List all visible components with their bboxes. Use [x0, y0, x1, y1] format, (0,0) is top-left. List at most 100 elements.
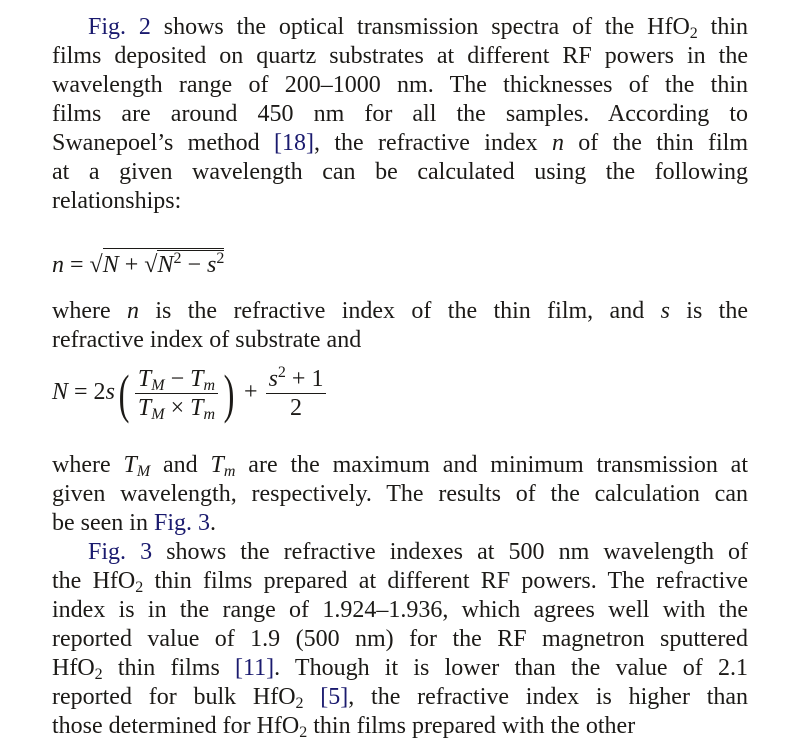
eq-var-s: s [268, 366, 278, 392]
eq-var-N: N [52, 379, 69, 406]
eq-exponent: 2 [277, 364, 286, 381]
sqrt-outer: N + √N2 − s2 [102, 248, 225, 279]
text-line: at a given wavelength can be calculated … [52, 158, 748, 187]
eq-plus-one: + 1 [285, 366, 324, 392]
text-line: refractive index of substrate and [52, 326, 748, 355]
numerator: s2 + 1 [265, 364, 327, 394]
text-segment: T [210, 452, 224, 478]
text-line: be seen in Fig. 3. [52, 509, 748, 538]
denominator: 2 [290, 395, 303, 421]
text-segment: . Though it is lower than the value of 2… [274, 655, 748, 681]
text-segment: n [551, 130, 564, 156]
text-segment: shows the refractive indexes at 500 nm w… [152, 539, 749, 565]
subscript: M [136, 463, 151, 480]
text-line: wavelength range of 200–1000 nm. The thi… [52, 71, 748, 100]
text-line: where TM and Tm are the maximum and mini… [52, 451, 748, 480]
text-line: films deposited on quartz substrates at … [52, 42, 748, 71]
text-line: index is in the range of 1.924–1.936, wh… [52, 596, 748, 625]
text-segment: , the refractive index [313, 130, 552, 156]
eq-var-T: T [190, 395, 204, 421]
text-segment: and [150, 452, 211, 478]
reference-link[interactable]: [18] [274, 130, 314, 156]
eq-exponent: 2 [216, 250, 225, 267]
text-segment: relationships: [52, 188, 182, 214]
subscript: 2 [94, 666, 103, 683]
eq-sub-m: m [203, 377, 216, 394]
sqrt-inner: N2 − s2 [157, 250, 225, 279]
text-segment: . [209, 510, 216, 536]
text-line: reported value of 1.9 (500 nm) for the R… [52, 625, 748, 654]
text-segment: refractive index of substrate and [52, 327, 362, 353]
text-segment: films deposited on quartz substrates at … [52, 43, 748, 69]
text-segment: Swanepoel’s method [52, 130, 274, 156]
fraction-T: TM − Tm TM × Tm [134, 365, 219, 423]
text-line: Fig. 2 shows the optical transmission sp… [88, 13, 748, 42]
eq-sub-m: m [203, 406, 216, 423]
eq-plus: + [238, 379, 264, 406]
text-segment: given wavelength, respectively. The resu… [52, 481, 748, 507]
eq-equals: = [64, 252, 90, 278]
text-segment: reported for bulk HfO [52, 684, 296, 710]
text-line: HfO2 thin films [11]. Though it is lower… [52, 654, 748, 683]
text-segment: n [127, 298, 139, 324]
text-line: relationships: [52, 187, 748, 216]
denominator: TM × Tm [135, 394, 218, 423]
text-segment: thin films prepared at different RF powe… [143, 568, 748, 594]
eq-var-T: T [137, 366, 152, 392]
eq-exponent: 2 [173, 250, 182, 267]
text-line: Fig. 3 shows the refractive indexes at 5… [88, 538, 748, 567]
subscript: m [223, 463, 236, 480]
text-segment: wavelength range of 200–1000 nm. The thi… [52, 72, 748, 98]
text-segment: be seen in [52, 510, 154, 536]
text-line: films are around 450 nm for all the samp… [52, 100, 748, 129]
text-segment: those determined for HfO [52, 713, 300, 739]
text-line: Swanepoel’s method [18], the refractive … [52, 129, 748, 158]
eq-var-n: n [52, 252, 64, 278]
eq-plus: + [118, 252, 145, 278]
eq-var-N: N [102, 252, 119, 278]
text-segment: thin films [102, 655, 236, 681]
reference-link[interactable]: [11] [235, 655, 275, 681]
text-segment [304, 684, 321, 710]
reference-link[interactable]: [5] [320, 684, 349, 710]
subscript: 2 [299, 724, 308, 741]
text-segment: HfO [52, 655, 95, 681]
eq-var-T: T [190, 366, 204, 392]
text-segment: index is in the range of 1.924–1.936, wh… [52, 597, 748, 623]
eq-times: × [164, 395, 191, 421]
text-segment: is the refractive index of the thin film… [139, 298, 661, 324]
eq-sub-M: M [151, 377, 165, 394]
sqrt-sign-inner: √ [144, 252, 158, 278]
text-segment: , the refractive index is higher than [348, 684, 749, 710]
eq-var-N: N [157, 252, 174, 278]
text-segment: reported value of 1.9 (500 nm) for the R… [52, 626, 748, 652]
reference-link[interactable]: Fig. 3 [153, 510, 210, 536]
text-segment: thin [697, 14, 748, 40]
text-segment: T [123, 452, 137, 478]
equation-refractive-index: n = √N + √N2 − s2 [52, 248, 225, 279]
sqrt-sign: √ [89, 252, 103, 278]
numerator: TM − Tm [134, 365, 219, 394]
text-line: reported for bulk HfO2 [5], the refracti… [52, 683, 748, 712]
text-segment: s [660, 298, 670, 324]
eq-var-s: s [207, 252, 217, 278]
eq-sub-M: M [151, 406, 165, 423]
subscript: 2 [135, 579, 144, 596]
reference-link[interactable]: Fig. 2 [88, 14, 151, 40]
eq-equals-2: = 2 [68, 379, 106, 406]
eq-var-s: s [105, 379, 115, 406]
eq-minus: − [164, 366, 191, 392]
eq-minus: − [181, 252, 208, 278]
text-segment: at a given wavelength can be calculated … [52, 159, 748, 185]
subscript: 2 [689, 25, 698, 42]
text-line: where n is the refractive index of the t… [52, 297, 748, 326]
reference-link[interactable]: Fig. 3 [88, 539, 153, 565]
text-line: the HfO2 thin films prepared at differen… [52, 567, 748, 596]
text-segment: where [52, 452, 124, 478]
text-segment: the HfO [52, 568, 136, 594]
subscript: 2 [295, 695, 304, 712]
text-segment: of the thin film [563, 130, 748, 156]
text-segment: where [52, 298, 127, 324]
